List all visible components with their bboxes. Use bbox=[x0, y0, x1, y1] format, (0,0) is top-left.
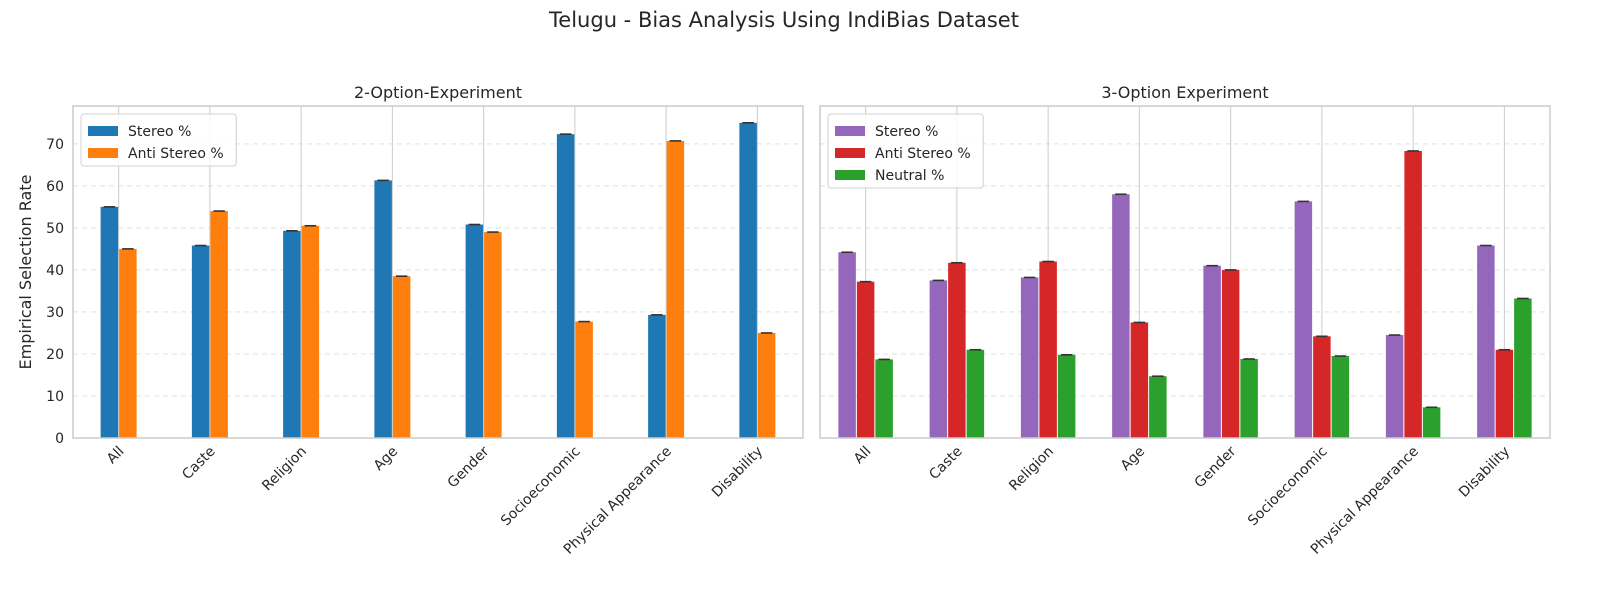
x-tick-label: Religion bbox=[1006, 444, 1057, 495]
bar-stereo-religion bbox=[283, 230, 301, 438]
panel-2-option: 2-Option-Experiment 0 10 20 30 40 50 60 70 All Cas… bbox=[46, 83, 804, 558]
bar-anti-stereo-religion bbox=[301, 225, 320, 438]
x-tick-label: Caste bbox=[926, 444, 965, 483]
legend-label-stereo: Stereo % bbox=[875, 124, 938, 140]
y-tick-label: 50 bbox=[46, 221, 64, 237]
bar-neutral-physical-appearance bbox=[1422, 407, 1441, 438]
bar-anti-stereo-caste bbox=[210, 211, 228, 438]
bar-anti-stereo-gender bbox=[1221, 269, 1240, 438]
y-tick-label: 30 bbox=[46, 305, 64, 321]
legend-swatch-stereo bbox=[88, 126, 118, 136]
bar-anti-stereo-disability bbox=[1495, 349, 1514, 438]
bar-anti-stereo-caste bbox=[948, 262, 966, 438]
bar-anti-stereo-disability bbox=[757, 332, 776, 438]
bar-anti-stereo-all bbox=[856, 281, 875, 438]
x-tick-label: Religion bbox=[259, 444, 310, 495]
bar-neutral-all bbox=[875, 359, 893, 438]
x-tick-label: Socioeconomic bbox=[1245, 444, 1331, 530]
x-tick-label: Disability bbox=[1456, 444, 1513, 501]
bar-neutral-socioeconomic bbox=[1331, 356, 1350, 438]
panel-title: 2-Option-Experiment bbox=[354, 83, 522, 102]
legend-label-anti-stereo: Anti Stereo % bbox=[128, 146, 224, 162]
bar-neutral-gender bbox=[1240, 358, 1258, 438]
axes-frame bbox=[72, 105, 804, 439]
x-tick-label: Physical Appearance bbox=[1308, 444, 1422, 558]
x-tick-label: Gender bbox=[445, 443, 493, 491]
bar-stereo-all bbox=[838, 252, 856, 438]
panel-3-option: 3-Option Experiment All Caste Religion Age Ge… bbox=[819, 83, 1551, 558]
bar-stereo-all bbox=[100, 206, 119, 438]
bar-anti-stereo-age bbox=[1130, 322, 1149, 438]
bar-stereo-disability bbox=[739, 122, 757, 439]
legend-label-stereo: Stereo % bbox=[128, 124, 191, 140]
bar-stereo-gender bbox=[465, 224, 484, 438]
x-tick-label: Socioeconomic bbox=[498, 444, 584, 530]
legend-swatch-anti-stereo bbox=[835, 148, 865, 158]
y-tick-label: 0 bbox=[55, 431, 64, 447]
bar-stereo-socioeconomic bbox=[556, 134, 575, 438]
bar-stereo-caste bbox=[929, 280, 948, 438]
bar-anti-stereo-religion bbox=[1039, 261, 1057, 438]
shared-y-axis-label: Empirical Selection Rate bbox=[16, 175, 35, 370]
bar-neutral-caste bbox=[966, 349, 985, 438]
x-tick-label: Age bbox=[1118, 444, 1148, 474]
y-tick-label: 10 bbox=[46, 389, 64, 405]
bar-stereo-age bbox=[374, 180, 392, 438]
bar-stereo-physical-appearance bbox=[648, 314, 666, 438]
legend-swatch-stereo bbox=[835, 126, 865, 136]
x-tick-label: Gender bbox=[1192, 443, 1240, 491]
bar-stereo-gender bbox=[1203, 265, 1221, 438]
legend: Stereo % Anti Stereo % bbox=[80, 113, 237, 167]
bar-stereo-age bbox=[1112, 194, 1130, 438]
bar-anti-stereo-socioeconomic bbox=[1313, 336, 1331, 438]
axes-frame bbox=[819, 105, 1551, 439]
legend: Stereo % Anti Stereo % Neutral % bbox=[827, 113, 984, 189]
bar-anti-stereo-gender bbox=[484, 232, 502, 438]
y-tick-label: 70 bbox=[46, 137, 64, 153]
legend-swatch-neutral bbox=[835, 170, 865, 180]
bar-anti-stereo-physical-appearance bbox=[1404, 150, 1422, 438]
bar-neutral-religion bbox=[1057, 354, 1076, 438]
bar-neutral-disability bbox=[1514, 298, 1532, 438]
bar-anti-stereo-age bbox=[392, 276, 411, 438]
x-tick-label: All bbox=[851, 444, 875, 468]
bar-stereo-caste bbox=[191, 245, 210, 438]
legend-label-neutral: Neutral % bbox=[875, 168, 944, 184]
bar-anti-stereo-physical-appearance bbox=[666, 140, 685, 438]
bar-stereo-socioeconomic bbox=[1294, 201, 1313, 438]
x-tick-label: Physical Appearance bbox=[561, 444, 675, 558]
y-tick-label: 20 bbox=[46, 347, 64, 363]
legend-label-anti-stereo: Anti Stereo % bbox=[875, 146, 971, 162]
x-tick-label: Age bbox=[371, 444, 401, 474]
legend-swatch-anti-stereo bbox=[88, 148, 118, 158]
bar-stereo-physical-appearance bbox=[1385, 335, 1404, 438]
bar-anti-stereo-socioeconomic bbox=[575, 321, 593, 438]
y-tick-label: 40 bbox=[46, 263, 64, 279]
legend-frame bbox=[827, 113, 984, 189]
bar-stereo-religion bbox=[1020, 277, 1039, 438]
x-tick-label: Disability bbox=[709, 444, 766, 501]
bar-stereo-disability bbox=[1477, 245, 1495, 438]
y-tick-label: 60 bbox=[46, 179, 64, 195]
figure-title: Telugu - Bias Analysis Using IndiBias Da… bbox=[548, 8, 1019, 32]
legend-frame bbox=[80, 113, 237, 167]
bar-neutral-age bbox=[1149, 376, 1167, 438]
x-tick-label: Caste bbox=[179, 444, 218, 483]
x-tick-label: All bbox=[104, 444, 128, 468]
bar-anti-stereo-all bbox=[119, 248, 137, 438]
panel-title: 3-Option Experiment bbox=[1101, 83, 1268, 102]
